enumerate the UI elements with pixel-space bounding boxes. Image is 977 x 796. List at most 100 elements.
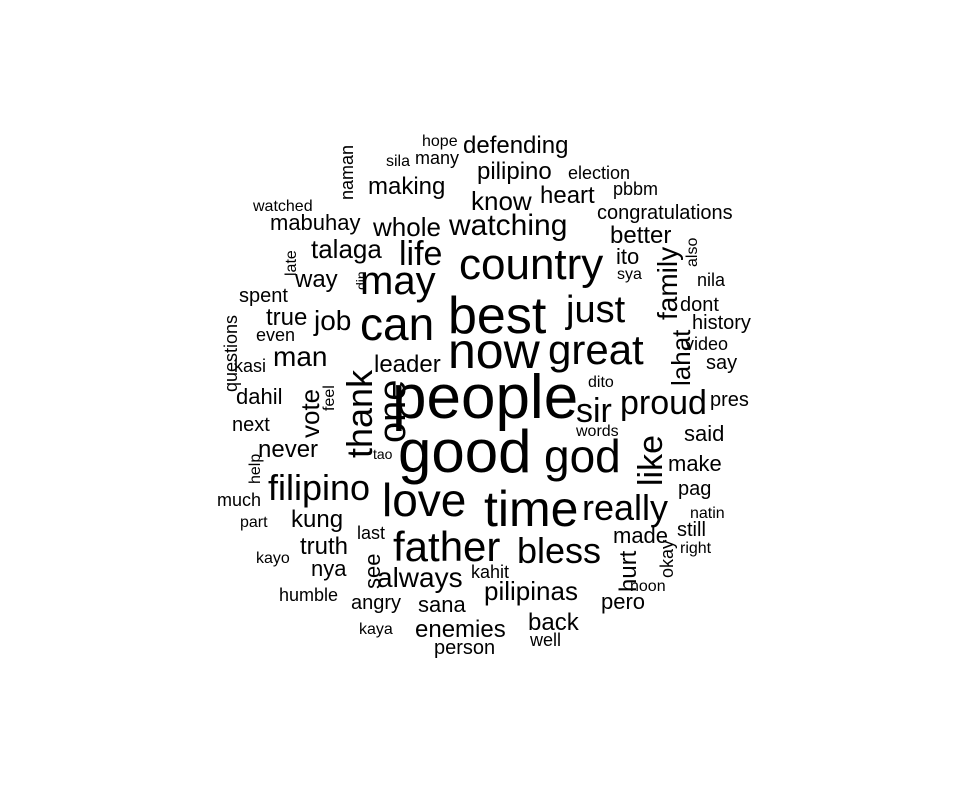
word-true: true: [266, 304, 307, 331]
word-lahat: lahat: [666, 329, 696, 386]
word-make: make: [668, 451, 722, 476]
word-pilipinas: pilipinas: [484, 576, 578, 606]
word-hurt: hurt: [615, 550, 642, 592]
word-dito: dito: [588, 374, 614, 391]
word-time: time: [484, 481, 578, 537]
word-never: never: [258, 436, 318, 463]
word-father: father: [393, 523, 500, 570]
word-said: said: [684, 421, 724, 446]
word-naman: naman: [337, 145, 357, 200]
word-late: late: [283, 250, 300, 276]
word-well: well: [529, 630, 561, 650]
word-pres: pres: [710, 389, 749, 411]
word-whole: whole: [372, 212, 441, 242]
word-family: family: [652, 247, 683, 320]
word-much: much: [217, 490, 261, 510]
word-man: man: [273, 341, 327, 372]
word-mabuhay: mabuhay: [270, 210, 361, 235]
word-nila: nila: [697, 270, 726, 290]
word-love: love: [382, 474, 466, 526]
word-vote: vote: [295, 389, 325, 438]
word-spent: spent: [239, 285, 288, 307]
word-noon: noon: [630, 578, 666, 595]
word-people: people: [392, 363, 578, 432]
word-sila: sila: [386, 153, 410, 170]
word-kung: kung: [291, 506, 343, 533]
word-last: last: [357, 523, 385, 543]
word-next: next: [232, 414, 270, 436]
word-always: always: [377, 562, 463, 593]
word-just: just: [565, 289, 626, 331]
word-defending: defending: [463, 132, 568, 159]
word-can: can: [360, 298, 434, 350]
word-election: election: [568, 163, 630, 183]
word-best: best: [448, 287, 547, 345]
word-like: like: [632, 435, 670, 486]
word-feel: feel: [321, 385, 338, 411]
word-now: now: [448, 323, 541, 379]
word-say: say: [706, 352, 737, 374]
word-back: back: [528, 609, 580, 636]
word-enemies: enemies: [415, 616, 506, 643]
word-talaga: talaga: [311, 234, 382, 264]
word-truth: truth: [300, 533, 348, 560]
word-din: din: [353, 271, 369, 290]
word-making: making: [368, 173, 445, 200]
word-natin: natin: [690, 505, 725, 522]
word-kasi: kasi: [234, 356, 266, 376]
word-ito: ito: [616, 244, 639, 269]
word-still: still: [677, 519, 706, 541]
word-many: many: [415, 148, 459, 168]
word-great: great: [548, 326, 644, 373]
word-thank: thank: [339, 369, 380, 458]
word-pbbm: pbbm: [613, 179, 658, 199]
word-congratulations: congratulations: [597, 202, 733, 224]
word-good: good: [398, 418, 531, 485]
word-also: also: [684, 238, 701, 267]
word-sana: sana: [418, 592, 466, 617]
word-part: part: [240, 514, 268, 531]
word-dont: dont: [680, 294, 719, 316]
word-kaya: kaya: [359, 621, 393, 638]
word-god: god: [544, 430, 621, 482]
word-right: right: [680, 540, 712, 557]
word-sya: sya: [617, 266, 642, 283]
word-country: country: [459, 240, 603, 289]
word-pag: pag: [678, 478, 711, 500]
word-nya: nya: [311, 556, 347, 581]
word-watching: watching: [448, 209, 567, 242]
word-bless: bless: [517, 530, 601, 571]
word-words: words: [575, 423, 619, 440]
word-leader: leader: [374, 351, 441, 378]
word-kahit: kahit: [471, 562, 509, 582]
word-way: way: [294, 266, 338, 293]
word-see: see: [360, 554, 385, 589]
word-person: person: [434, 637, 495, 659]
word-pilipino: pilipino: [477, 158, 552, 185]
word-history: history: [692, 312, 751, 334]
word-hope: hope: [422, 133, 458, 150]
word-even: even: [256, 325, 295, 345]
word-made: made: [613, 523, 668, 548]
word-tao: tao: [373, 446, 393, 462]
word-know: know: [471, 186, 532, 216]
word-humble: humble: [279, 585, 338, 605]
word-filipino: filipino: [268, 467, 370, 508]
word-kayo: kayo: [256, 550, 290, 567]
word-job: job: [313, 305, 351, 336]
word-pero: pero: [601, 589, 645, 614]
word-okay: okay: [657, 540, 677, 578]
word-dahil: dahil: [236, 384, 282, 409]
word-better: better: [610, 222, 671, 249]
word-may: may: [360, 259, 436, 303]
word-one: one: [372, 380, 414, 443]
word-angry: angry: [351, 592, 401, 614]
word-heart: heart: [540, 182, 595, 209]
word-questions: questions: [221, 315, 241, 392]
word-sir: sir: [576, 392, 612, 430]
word-really: really: [582, 487, 668, 528]
word-help: help: [247, 454, 264, 484]
word-proud: proud: [620, 384, 707, 422]
